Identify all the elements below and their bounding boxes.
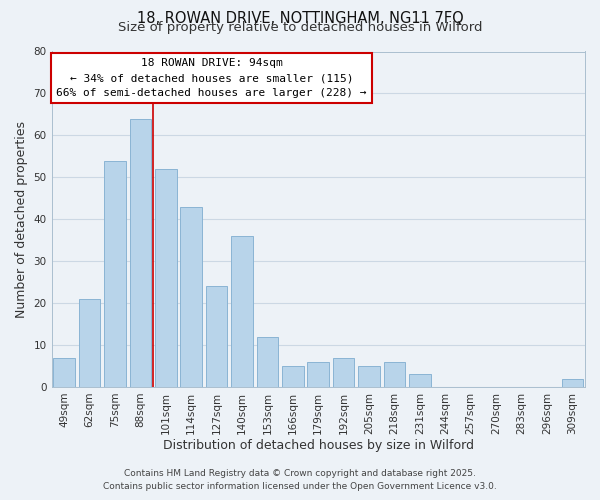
Bar — [231, 236, 253, 387]
Bar — [155, 169, 176, 387]
X-axis label: Distribution of detached houses by size in Wilford: Distribution of detached houses by size … — [163, 440, 474, 452]
Text: Contains HM Land Registry data © Crown copyright and database right 2025.
Contai: Contains HM Land Registry data © Crown c… — [103, 470, 497, 491]
Bar — [257, 336, 278, 387]
Bar — [333, 358, 355, 387]
Bar — [53, 358, 75, 387]
Bar — [562, 378, 583, 387]
Bar — [104, 160, 126, 387]
Bar — [282, 366, 304, 387]
Bar — [79, 299, 100, 387]
Bar — [130, 118, 151, 387]
Bar — [307, 362, 329, 387]
Y-axis label: Number of detached properties: Number of detached properties — [15, 120, 28, 318]
Text: Size of property relative to detached houses in Wilford: Size of property relative to detached ho… — [118, 22, 482, 35]
Text: 18, ROWAN DRIVE, NOTTINGHAM, NG11 7FQ: 18, ROWAN DRIVE, NOTTINGHAM, NG11 7FQ — [137, 11, 463, 26]
Bar — [383, 362, 405, 387]
Bar — [358, 366, 380, 387]
Bar — [206, 286, 227, 387]
Bar — [409, 374, 431, 387]
Bar — [181, 206, 202, 387]
Text: 18 ROWAN DRIVE: 94sqm
← 34% of detached houses are smaller (115)
66% of semi-det: 18 ROWAN DRIVE: 94sqm ← 34% of detached … — [56, 58, 367, 98]
